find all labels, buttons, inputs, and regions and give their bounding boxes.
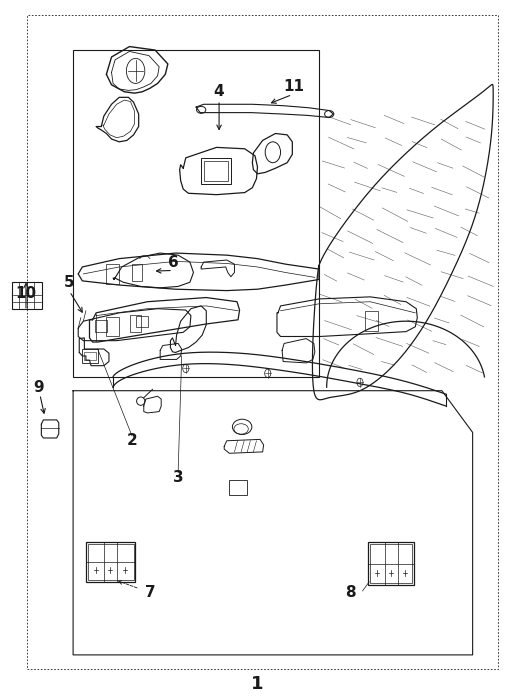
Bar [130, 315, 141, 332]
Text: 4: 4 [214, 84, 225, 99]
Bar [89, 544, 133, 580]
Text: 1: 1 [251, 675, 264, 693]
Bar [107, 317, 119, 336]
Text: 10: 10 [15, 286, 37, 301]
Bar [365, 311, 378, 331]
Bar [368, 542, 414, 586]
Bar [132, 264, 142, 281]
Text: 6: 6 [167, 255, 178, 269]
Bar [73, 50, 319, 377]
Bar [229, 480, 247, 495]
Text: 9: 9 [33, 380, 44, 395]
Bar [136, 315, 148, 327]
Bar [86, 542, 134, 582]
Text: 3: 3 [173, 470, 183, 485]
Bar [107, 264, 119, 283]
Text: 2: 2 [127, 433, 138, 448]
Bar [204, 161, 228, 181]
Text: 5: 5 [64, 276, 75, 290]
Text: 11: 11 [283, 79, 304, 94]
Bar [12, 282, 42, 309]
Text: 7: 7 [145, 585, 155, 600]
Text: 8: 8 [346, 585, 356, 600]
Bar [95, 320, 108, 332]
Bar [370, 544, 412, 584]
Bar [82, 349, 98, 363]
Bar [84, 352, 96, 360]
Bar [201, 158, 231, 184]
